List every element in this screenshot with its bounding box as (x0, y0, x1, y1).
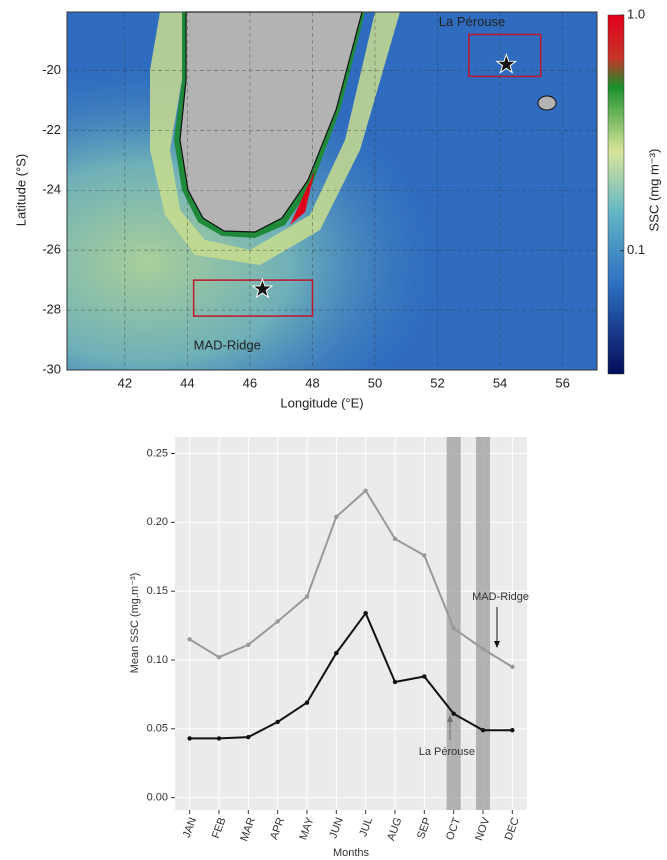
series-point (334, 650, 339, 656)
station-star (251, 277, 274, 299)
x-tick-label: MAR (238, 816, 258, 843)
y-tick-label: 0.25 (147, 447, 168, 459)
series-point (275, 619, 280, 624)
y-tick-label: 0.10 (147, 654, 168, 666)
x-tick-label: SEP (415, 816, 434, 841)
x-tick-label: 50 (368, 375, 382, 390)
x-tick-label: JAN (181, 816, 199, 840)
station-box (468, 33, 542, 78)
madagascar (179, 11, 363, 233)
series-line (189, 489, 513, 668)
x-tick-label: 42 (118, 375, 132, 390)
x-tick-label: 54 (493, 375, 507, 390)
line-y-label: Mean SSC (mg.m⁻³) (129, 573, 141, 674)
y-tick-label: 0.20 (147, 516, 168, 528)
x-tick-label: 56 (555, 375, 569, 390)
x-tick-label: 48 (305, 375, 319, 390)
x-tick-label: DEC (503, 816, 522, 842)
colorbar-tick-label: 1.0 (627, 6, 645, 21)
x-tick-label: APR (268, 816, 287, 841)
series-point (392, 536, 398, 542)
x-tick-label: MAY (297, 815, 316, 841)
x-tick-label: NOV (473, 815, 493, 842)
series-point (422, 674, 427, 679)
line-panel (175, 437, 527, 810)
series-point (275, 719, 280, 725)
x-tick-label: JUL (357, 816, 375, 838)
series-point (216, 655, 222, 660)
map-panel (66, 11, 625, 375)
station-star (495, 52, 518, 74)
series-point (510, 664, 515, 670)
reunion (537, 95, 557, 111)
colorbar (607, 14, 625, 375)
line-x-label: Months (333, 847, 370, 859)
coastal-band (150, 12, 400, 265)
series-point (480, 727, 486, 733)
map-x-label: Longitude (°E) (280, 395, 363, 410)
y-tick-label: -28 (42, 302, 61, 317)
station-box (192, 279, 314, 317)
series-annotation: MAD-Ridge (472, 591, 529, 603)
colorbar-tick-label: 0.1 (627, 242, 645, 257)
series-point (304, 594, 310, 599)
y-tick-label: 0.05 (147, 723, 168, 735)
y-tick-label: -24 (42, 182, 61, 197)
x-tick-label: OCT (444, 816, 463, 842)
series-point (422, 553, 427, 558)
x-tick-label: JUN (327, 816, 346, 840)
series-annotation: La Pérouse (419, 746, 475, 758)
map-frame (66, 11, 598, 371)
x-tick-label: FEB (210, 816, 229, 840)
series-point (216, 736, 222, 741)
series-point (451, 626, 456, 631)
y-tick-label: 0.15 (147, 585, 168, 597)
series-point (510, 727, 515, 733)
y-tick-label: -22 (42, 122, 61, 137)
series-point (246, 734, 251, 740)
series-point (363, 610, 368, 616)
series-point (363, 488, 368, 493)
x-tick-label: AUG (385, 816, 404, 843)
station-label: La Pérouse (439, 14, 506, 29)
series-point (334, 514, 339, 520)
y-tick-label: -26 (42, 242, 61, 257)
x-tick-label: 46 (243, 375, 257, 390)
series-point (392, 679, 398, 685)
y-tick-label: 0.00 (147, 792, 168, 804)
y-tick-label: -20 (42, 62, 61, 77)
map-y-label: Latitude (°S) (13, 154, 28, 226)
series-point (451, 711, 456, 716)
series-point (246, 642, 251, 648)
series-point (187, 637, 192, 642)
station-label: MAD-Ridge (194, 338, 261, 353)
colorbar-label: SSC (mg m⁻³) (646, 149, 661, 232)
highlight-band (476, 437, 490, 810)
series-point (304, 700, 310, 705)
x-tick-label: 52 (430, 375, 444, 390)
x-tick-label: 44 (180, 375, 194, 390)
y-tick-label: -30 (42, 361, 61, 376)
series-point (480, 646, 486, 652)
series-point (187, 736, 192, 741)
series-line (189, 611, 513, 740)
